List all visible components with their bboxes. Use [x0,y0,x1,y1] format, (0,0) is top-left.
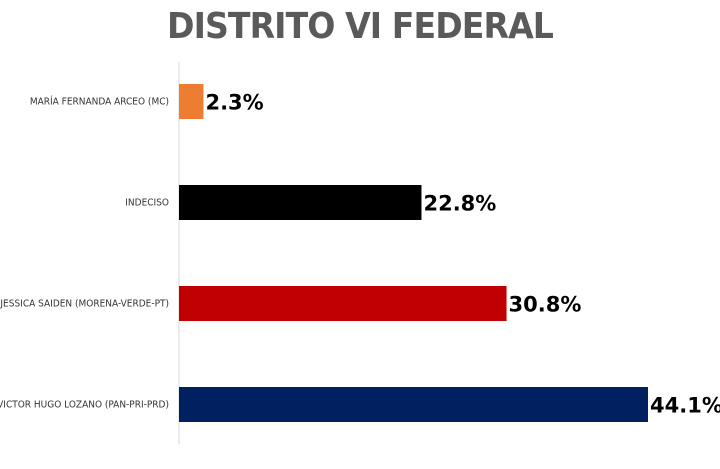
chart-title: DISTRITO VI FEDERAL [167,6,554,47]
value-label-3: 30.8% [509,293,582,317]
value-label-1: 2.3% [205,91,263,115]
bar-2 [179,185,422,220]
value-label-2: 22.8% [423,192,496,216]
category-label-3: JESSICA SAIDEN (MORENA-VERDE-PT) [0,299,169,310]
category-label-1: MARÍA FERNANDA ARCEO (MC) [30,95,169,108]
bar-4 [179,387,648,422]
bar-3 [179,286,507,321]
category-label-2: INDECISO [125,198,169,209]
value-label-4: 44.1% [650,394,720,418]
category-label-4: VICTOR HUGO LOZANO (PAN-PRI-PRD) [0,400,169,411]
bar-1 [179,84,204,119]
